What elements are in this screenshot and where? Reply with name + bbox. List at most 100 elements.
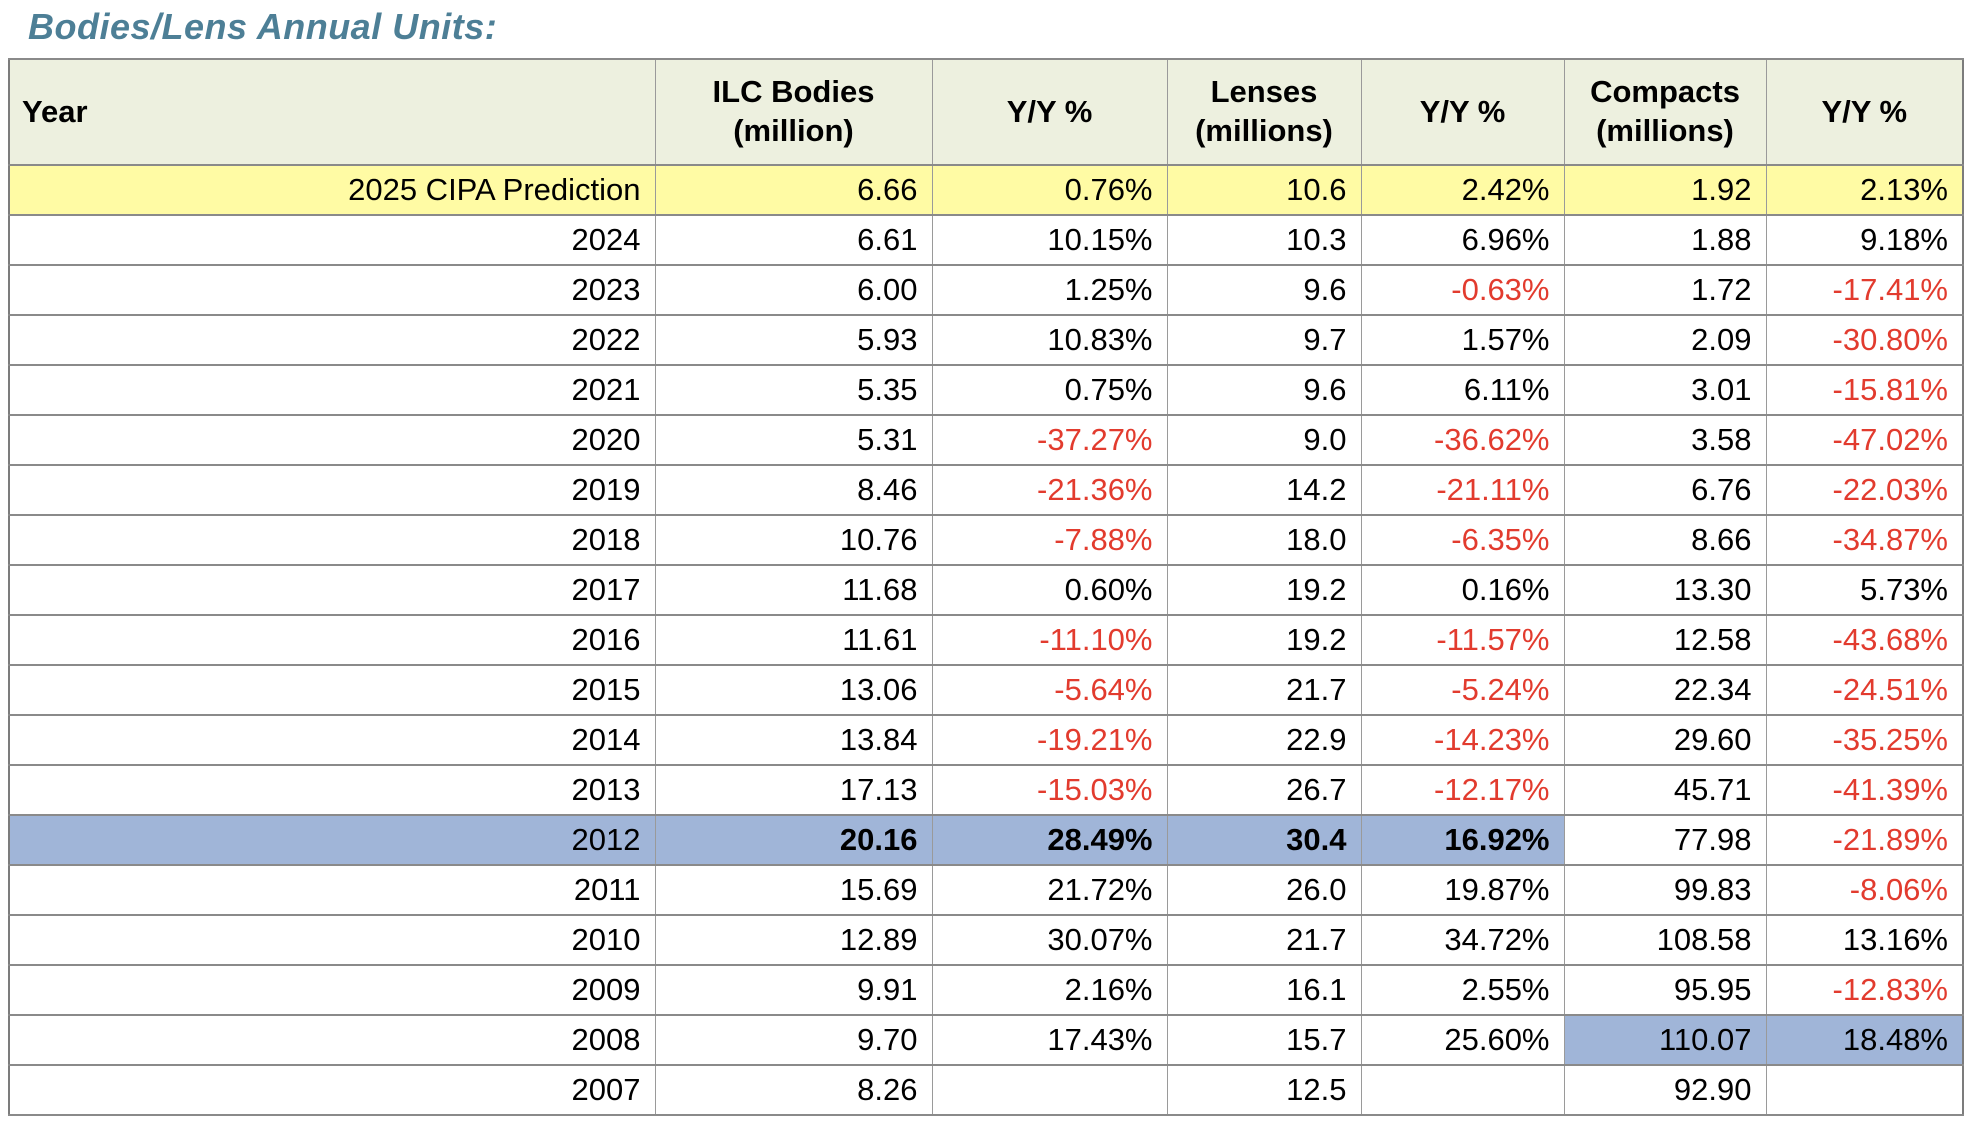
table-header: Year ILC Bodies (million) Y/Y % Lenses (… [8,58,1964,166]
ilc-bodies-cell: 10.76 [654,514,933,566]
ilc-yy-cell: -15.03% [931,764,1168,816]
year-cell: 2014 [8,714,656,766]
compacts-header: Compacts (millions) [1563,58,1767,166]
compacts-yy-cell: -21.89% [1765,814,1964,866]
lenses-cell: 19.2 [1166,564,1362,616]
ilc-yy-cell: 21.72% [931,864,1168,916]
header-row: Year ILC Bodies (million) Y/Y % Lenses (… [8,58,1964,166]
compacts-cell: 45.71 [1563,764,1767,816]
compacts-cell: 1.72 [1563,264,1767,316]
ilc-bodies-cell: 20.16 [654,814,933,866]
compacts-cell: 77.98 [1563,814,1767,866]
year-cell: 2024 [8,214,656,266]
compacts-yy-cell: -24.51% [1765,664,1964,716]
page-title: Bodies/Lens Annual Units: [28,6,498,47]
compacts-cell: 1.92 [1563,164,1767,216]
ilc-bodies-cell: 17.13 [654,764,933,816]
lenses-yy-cell: 34.72% [1360,914,1565,966]
table-row: 2009 9.91 2.16% 16.1 2.55% 95.95 -12.83% [8,964,1964,1016]
compacts-yy-cell [1765,1064,1964,1116]
year-cell: 2011 [8,864,656,916]
compacts-cell: 1.88 [1563,214,1767,266]
compacts-cell: 99.83 [1563,864,1767,916]
ilc-bodies-cell: 5.35 [654,364,933,416]
year-cell: 2021 [8,364,656,416]
ilc-yy-cell: 0.60% [931,564,1168,616]
year-cell: 2020 [8,414,656,466]
compacts-cell: 12.58 [1563,614,1767,666]
lenses-yy-cell: 25.60% [1360,1014,1565,1066]
ilc-bodies-cell: 9.70 [654,1014,933,1066]
year-cell: 2016 [8,614,656,666]
lenses-yy-cell: 2.55% [1360,964,1565,1016]
year-cell: 2022 [8,314,656,366]
ilc-yy-header: Y/Y % [931,58,1168,166]
year-cell: 2017 [8,564,656,616]
year-cell: 2013 [8,764,656,816]
ilc-yy-cell: -7.88% [931,514,1168,566]
lenses-yy-cell: -21.11% [1360,464,1565,516]
year-cell: 2015 [8,664,656,716]
table-body: 2025 CIPA Prediction 6.66 0.76% 10.6 2.42% 1.… [8,164,1964,1116]
year-cell: 2012 [8,814,656,866]
lenses-cell: 15.7 [1166,1014,1362,1066]
lenses-header: Lenses (millions) [1166,58,1362,166]
compacts-cell: 2.09 [1563,314,1767,366]
compacts-cell: 108.58 [1563,914,1767,966]
table-row: 2012 20.16 28.49% 30.4 16.92% 77.98 -21.89% [8,814,1964,866]
lenses-cell: 16.1 [1166,964,1362,1016]
ilc-bodies-cell: 15.69 [654,864,933,916]
lenses-cell: 14.2 [1166,464,1362,516]
year-cell: 2018 [8,514,656,566]
lenses-cell: 26.0 [1166,864,1362,916]
compacts-yy-cell: -15.81% [1765,364,1964,416]
table-row: 2014 13.84 -19.21% 22.9 -14.23% 29.60 -35.25% [8,714,1964,766]
ilc-bodies-cell: 11.68 [654,564,933,616]
year-header: Year [8,58,656,166]
lenses-cell: 26.7 [1166,764,1362,816]
compacts-yy-cell: 9.18% [1765,214,1964,266]
ilc-bodies-cell: 9.91 [654,964,933,1016]
table-row: 2016 11.61 -11.10% 19.2 -11.57% 12.58 -43.68% [8,614,1964,666]
lenses-yy-cell: 6.11% [1360,364,1565,416]
lenses-yy-cell: -11.57% [1360,614,1565,666]
table-row: 2011 15.69 21.72% 26.0 19.87% 99.83 -8.06% [8,864,1964,916]
annual-units-table: Year ILC Bodies (million) Y/Y % Lenses (… [8,58,1964,1116]
ilc-bodies-cell: 6.00 [654,264,933,316]
compacts-cell: 8.66 [1563,514,1767,566]
compacts-yy-cell: -22.03% [1765,464,1964,516]
lenses-cell: 9.0 [1166,414,1362,466]
ilc-yy-cell: 10.83% [931,314,1168,366]
year-cell: 2019 [8,464,656,516]
lenses-yy-cell: -5.24% [1360,664,1565,716]
table-row: 2019 8.46 -21.36% 14.2 -21.11% 6.76 -22.03% [8,464,1964,516]
compacts-yy-cell: -43.68% [1765,614,1964,666]
ilc-bodies-cell: 8.26 [654,1064,933,1116]
ilc-bodies-cell: 13.84 [654,714,933,766]
compacts-cell: 29.60 [1563,714,1767,766]
compacts-cell: 13.30 [1563,564,1767,616]
compacts-cell: 22.34 [1563,664,1767,716]
lenses-yy-cell: -0.63% [1360,264,1565,316]
compacts-yy-cell: -12.83% [1765,964,1964,1016]
table-row: 2020 5.31 -37.27% 9.0 -36.62% 3.58 -47.02% [8,414,1964,466]
table-row: 2015 13.06 -5.64% 21.7 -5.24% 22.34 -24.51% [8,664,1964,716]
lenses-cell: 30.4 [1166,814,1362,866]
compacts-cell: 92.90 [1563,1064,1767,1116]
lenses-yy-cell: 0.16% [1360,564,1565,616]
compacts-cell: 3.58 [1563,414,1767,466]
ilc-bodies-cell: 12.89 [654,914,933,966]
ilc-bodies-cell: 6.66 [654,164,933,216]
lenses-yy-header: Y/Y % [1360,58,1565,166]
table-row: 2024 6.61 10.15% 10.3 6.96% 1.88 9.18% [8,214,1964,266]
lenses-yy-cell: -14.23% [1360,714,1565,766]
ilc-yy-cell [931,1064,1168,1116]
ilc-bodies-cell: 6.61 [654,214,933,266]
ilc-yy-cell: 28.49% [931,814,1168,866]
year-cell: 2009 [8,964,656,1016]
ilc-yy-cell: -37.27% [931,414,1168,466]
ilc-yy-cell: -19.21% [931,714,1168,766]
ilc-bodies-header: ILC Bodies (million) [654,58,933,166]
lenses-cell: 9.6 [1166,264,1362,316]
